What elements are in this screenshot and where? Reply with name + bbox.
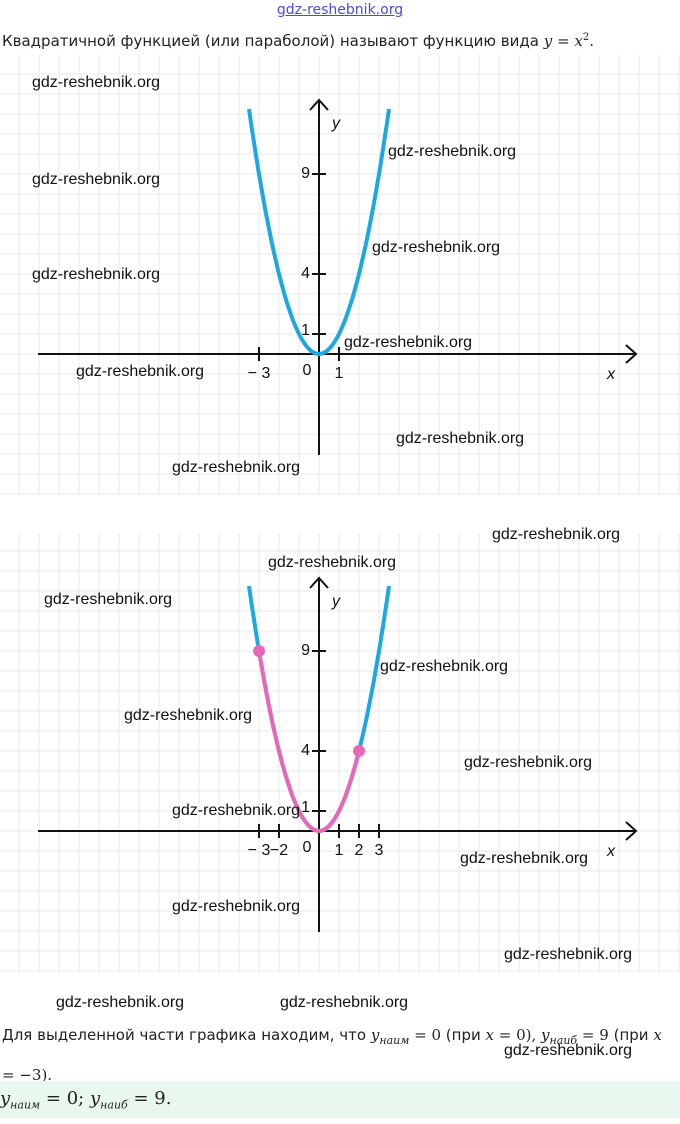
intro: Квадратичной функцией (или параболой) на… [2,32,594,50]
x-tick-label: 2 [355,842,364,859]
point [253,645,265,657]
watermark: gdz-reshebnik.org [388,143,516,160]
y-tick-label: 9 [301,165,310,182]
math: . [589,32,594,50]
x-tick-label: 1 [335,842,344,859]
math: = 9 [581,1026,609,1044]
text: (при [445,1026,481,1044]
conclusion: Для выделенной части графика находим, чт… [2,1018,678,1092]
watermark: gdz-reshebnik.org [372,239,500,256]
text: (при [613,1026,649,1044]
math: y [89,1088,101,1109]
y-axis-label: y [331,115,341,132]
watermark: gdz-reshebnik.org [504,946,632,963]
y-tick-label: 1 [301,322,310,339]
math: = [556,32,570,50]
answer: yнаим = 0; yнаиб = 9. [0,1081,680,1118]
math: y [543,32,553,50]
watermark: gdz-reshebnik.org [492,526,620,543]
x-tick-label: − 3 [248,842,271,859]
y-tick-label: 9 [301,642,310,659]
x-axis-label: x [606,366,616,383]
point [353,745,365,757]
math: x [485,1026,494,1044]
math: = 9. [133,1088,172,1109]
math: = 0; [45,1088,85,1109]
x-arrow [625,821,638,841]
origin-label: 0 [303,362,312,379]
site-link[interactable]: gdz-reshebnik.org [276,2,404,18]
watermark: gdz-reshebnik.org [32,266,160,283]
watermark: gdz-reshebnik.org [460,850,588,867]
y-tick-label: 4 [301,742,310,759]
watermark: gdz-reshebnik.org [172,898,300,915]
origin-label: 0 [303,839,312,856]
watermark: gdz-reshebnik.org [380,658,508,675]
intro-text: Квадратичной функцией (или параболой) на… [2,32,539,50]
x-tick-label: −2 [270,842,288,859]
x-arrow [625,344,638,364]
watermark: gdz-reshebnik.org [504,1042,632,1059]
watermark: gdz-reshebnik.org [396,430,524,447]
watermark: gdz-reshebnik.org [56,994,184,1011]
parabola [247,108,391,357]
math: наиб [100,1098,128,1112]
watermark: gdz-reshebnik.org [32,171,160,188]
math: 2 [582,32,590,43]
watermark: gdz-reshebnik.org [464,754,592,771]
y-arrow [309,98,329,111]
watermark: gdz-reshebnik.org [76,363,204,380]
conclusion-text: Для выделенной части графика находим, чт… [2,1026,367,1044]
y-tick-label: 1 [301,799,310,816]
math: = 0 [414,1026,442,1044]
watermark: gdz-reshebnik.org [268,554,396,571]
math: = −3). [2,1066,53,1084]
watermark: gdz-reshebnik.org [44,591,172,608]
x-tick-label: 3 [375,842,384,859]
y-tick-label: 4 [301,265,310,282]
x-tick-label: − 3 [248,365,271,382]
math: x [653,1026,662,1044]
watermark: gdz-reshebnik.org [344,334,472,351]
math: y [541,1026,550,1044]
math: наим [10,1098,41,1112]
highlighted-part [257,650,361,834]
x-axis-label: x [606,843,616,860]
math: x [574,32,583,50]
y-arrow [309,576,329,589]
x-tick-label: 1 [335,365,344,382]
math: y [370,1026,380,1044]
math: = 0), [498,1026,537,1044]
y-axis-label: y [331,593,341,610]
math: наиб [549,1034,578,1047]
math: наим [379,1034,410,1047]
watermark: gdz-reshebnik.org [32,74,160,91]
math: y [0,1088,11,1109]
watermark: gdz-reshebnik.org [280,994,408,1011]
watermark: gdz-reshebnik.org [124,707,252,724]
watermark: gdz-reshebnik.org [172,459,300,476]
watermark: gdz-reshebnik.org [172,802,300,819]
